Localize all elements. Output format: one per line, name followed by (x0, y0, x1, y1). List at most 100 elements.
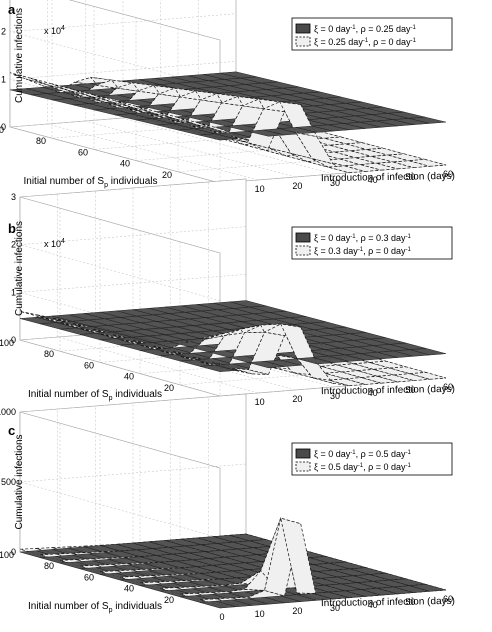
y-tick-label: 20 (164, 383, 174, 393)
surface-cell-light (408, 159, 447, 167)
legend-entry: ξ = 0.25 day-1, ρ = 0 day-1 (314, 37, 417, 47)
x-tick-label: 20 (292, 394, 302, 404)
y-tick-label: 80 (44, 561, 54, 571)
x-tick-label: 60 (443, 594, 453, 604)
surface-cell-dark (408, 116, 447, 124)
surface-cell-light (345, 377, 382, 385)
grid-line-x (95, 191, 296, 391)
z-tick-label: 0 (11, 335, 16, 345)
y-tick-label: 40 (124, 372, 134, 382)
z-tick-label: 2 (1, 27, 6, 37)
grid-line-z (9, 13, 237, 88)
surface-cell-dark (409, 348, 447, 356)
legend-box (291, 17, 453, 51)
grid-line-x (245, 179, 447, 379)
y-axis-label: Initial number of Sp individuals (28, 601, 162, 614)
panel-letter: b (8, 221, 16, 236)
y-axis-label: Initial number of Sp individuals (28, 389, 162, 402)
y-tick-label: 40 (120, 159, 130, 169)
x-tick-label: 40 (368, 388, 378, 398)
y-tick-label: 100 (0, 550, 14, 560)
grid-line-y (139, 445, 367, 586)
x-tick-label: 0 (219, 612, 224, 622)
grid-line-z (19, 393, 247, 469)
y-tick-label: 20 (162, 170, 172, 180)
legend-entry: ξ = 0 day-1, ρ = 0.5 day-1 (314, 449, 412, 459)
z-tick-label: 500 (1, 477, 16, 487)
z-axis-label: Cumulative infections (14, 8, 25, 103)
grid-line-y (59, 423, 287, 564)
panel-c: 01020304050602040608010005001000Introduc… (0, 393, 455, 622)
legend: ξ = 0 day-1, ρ = 0.5 day-1 ξ = 0.5 day-1,… (291, 442, 453, 476)
y-tick-label: 40 (124, 584, 134, 594)
y-tick-label: 80 (36, 136, 46, 146)
x-tick-label: 50 (405, 385, 415, 395)
y-tick-label: 100 (0, 338, 14, 348)
x-tick-label: 30 (330, 178, 340, 188)
y-tick-label: 80 (44, 349, 54, 359)
z-tick-label: 0 (1, 122, 6, 132)
panel-letter: c (8, 423, 15, 438)
z-tick-label: 0 (11, 547, 16, 557)
x-axis-label: Introduction of infection (days) (321, 596, 455, 609)
panel-letter: a (8, 2, 16, 17)
grid-line-z (19, 321, 247, 397)
legend-entry: ξ = 0 day-1, ρ = 0.25 day-1 (314, 24, 417, 34)
z-axis-label: Cumulative infections (14, 221, 25, 316)
grid-line-z (69, 0, 221, 41)
y-tick-label: 60 (78, 147, 88, 157)
x-tick-label: 10 (255, 184, 265, 194)
z-axis-label: Cumulative infections (14, 434, 25, 529)
grid-line-z (19, 226, 247, 301)
y-tick-label: 60 (84, 572, 94, 582)
y-tick-label: 20 (164, 595, 174, 605)
x-tick-label: 50 (405, 597, 415, 607)
grid-line-y (99, 434, 327, 575)
legend-swatch-light (295, 36, 311, 47)
x-tick-label: 60 (443, 169, 453, 179)
y-tick-label: 60 (84, 360, 94, 370)
surface-cell-light (393, 373, 430, 381)
z-tick-label: 2 (11, 240, 16, 250)
legend-swatch-dark (295, 232, 311, 243)
legend-entry: ξ = 0 day-1, ρ = 0.3 day-1 (314, 233, 412, 243)
legend-swatch-dark (295, 23, 311, 34)
x-tick-label: 10 (255, 397, 265, 407)
x-tick-label: 30 (330, 391, 340, 401)
x-tick-label: 20 (292, 606, 302, 616)
x-tick-label: 60 (443, 382, 453, 392)
y-tick-label: 100 (0, 125, 4, 135)
z-tick-label: 1 (1, 74, 6, 84)
x-tick-label: 30 (330, 603, 340, 613)
x-tick-label: 40 (368, 175, 378, 185)
z-scale-exponent: x 104 (44, 238, 65, 249)
legend-box (291, 442, 453, 476)
grid-line-y (179, 456, 407, 598)
z-tick-label: 3 (11, 192, 16, 202)
x-tick-label: 20 (292, 181, 302, 191)
x-tick-label: 10 (255, 609, 265, 619)
surface-cell-light (280, 517, 318, 600)
legend-swatch-light (295, 245, 311, 256)
surface-cell-light (329, 378, 366, 387)
legend-swatch-dark (295, 448, 311, 459)
surface-cell-light (295, 132, 334, 165)
legend-swatch-light (295, 461, 311, 472)
x-axis-label: Introduction of infection (days) (321, 384, 455, 397)
legend-entry: ξ = 0.5 day-1, ρ = 0 day-1 (314, 462, 412, 472)
surface-cell-light (409, 372, 447, 380)
y-axis-label: Initial number of Sp individuals (24, 176, 158, 189)
z-scale-exponent: x 104 (44, 25, 65, 36)
x-tick-label: 50 (405, 172, 415, 182)
grid-line-x (57, 194, 258, 394)
panel-a: 01020304050600204060801000123x 104Introd… (0, 0, 455, 197)
x-axis-label: Introduction of infection (days) (321, 171, 455, 184)
panel-b: 0102030405060204060801000123x 104Introdu… (0, 178, 455, 410)
grid-line-z (19, 178, 247, 254)
legend: ξ = 0 day-1, ρ = 0.3 day-1 ξ = 0.3 day-1,… (291, 226, 453, 260)
surface-cell-dark (409, 584, 447, 592)
surface-cell-light (280, 323, 318, 364)
x-tick-label: 40 (368, 600, 378, 610)
